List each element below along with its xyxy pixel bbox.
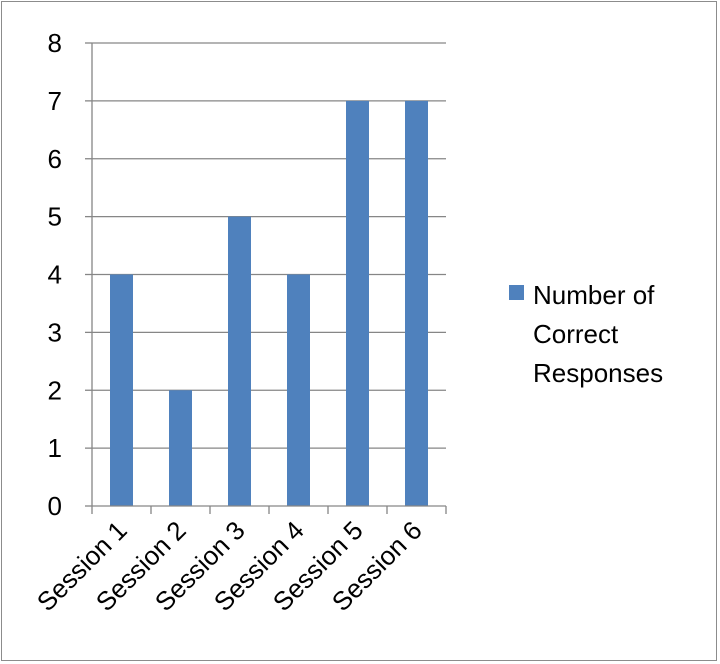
legend-label-line-3: Responses <box>533 358 663 388</box>
y-tick-label-0: 0 <box>48 491 62 521</box>
bars <box>110 100 428 506</box>
y-tick-label-7: 7 <box>48 86 62 116</box>
bar-2 <box>169 390 192 506</box>
legend-label-line-1: Number of <box>533 280 655 310</box>
bar-6 <box>405 100 428 506</box>
y-tick-label-3: 3 <box>48 317 62 347</box>
y-tick-label-4: 4 <box>48 260 62 290</box>
y-tick-label-5: 5 <box>48 202 62 232</box>
legend: Number of Correct Responses <box>509 280 663 388</box>
gridlines <box>92 42 446 449</box>
y-tick-label-6: 6 <box>48 144 62 174</box>
legend-swatch <box>509 285 524 300</box>
bar-3 <box>228 216 251 506</box>
bar-4 <box>287 274 310 506</box>
bar-5 <box>346 100 369 506</box>
y-tick-label-2: 2 <box>48 375 62 405</box>
legend-label-line-2: Correct <box>533 319 619 349</box>
y-tick-label-8: 8 <box>48 28 62 58</box>
y-tick-label-1: 1 <box>48 433 62 463</box>
y-axis-ticks: 0 1 2 3 4 5 6 7 8 <box>48 28 92 521</box>
bar-1 <box>110 274 133 506</box>
